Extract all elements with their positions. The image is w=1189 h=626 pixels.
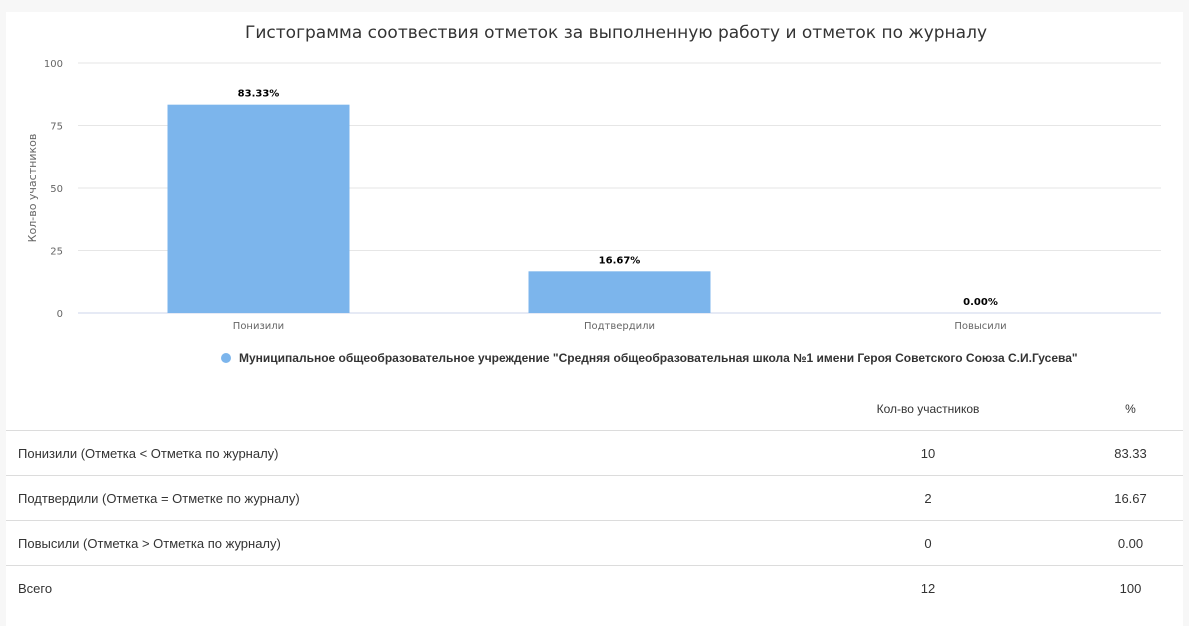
- legend-label[interactable]: Муниципальное общеобразовательное учрежд…: [239, 351, 1078, 365]
- table-total-row: Всего 12 100: [6, 566, 1183, 611]
- row-label: Повысили (Отметка > Отметка по журналу): [6, 520, 778, 566]
- row-percent: 16.67: [1078, 475, 1183, 521]
- row-label: Подтвердили (Отметка = Отметке по журнал…: [6, 475, 778, 521]
- data-label: 16.67%: [599, 255, 641, 266]
- bar[interactable]: [167, 104, 350, 313]
- data-label: 83.33%: [238, 89, 280, 100]
- y-tick-label: 25: [50, 247, 63, 258]
- total-count: 12: [920, 580, 936, 596]
- chart-title: Гистограмма соотвествия отметок за выпол…: [245, 23, 987, 43]
- x-tick-label: Подтвердили: [584, 321, 655, 332]
- x-tick-label: Понизили: [233, 321, 284, 332]
- report-panel: Гистограмма соотвествия отметок за выпол…: [6, 12, 1183, 626]
- total-percent: 100: [1119, 580, 1142, 596]
- bar-chart: Гистограмма соотвествия отметок за выпол…: [26, 23, 1161, 365]
- row-count: 10: [778, 430, 1078, 476]
- total-label: Всего: [18, 580, 53, 596]
- row-label: Понизили (Отметка < Отметка по журналу): [6, 430, 778, 476]
- table-header-label: [6, 388, 778, 431]
- row-count: 0: [778, 520, 1078, 566]
- x-tick-label: Повысили: [954, 321, 1006, 332]
- row-percent: 83.33: [1078, 430, 1183, 476]
- table-row: Подтвердили (Отметка = Отметке по журнал…: [6, 475, 1183, 521]
- y-axis-label: Кол-во участников: [26, 134, 39, 243]
- y-tick-label: 0: [57, 309, 63, 320]
- row-percent: 0.00: [1078, 520, 1183, 566]
- results-table: Кол-во участников % Понизили (Отметка < …: [6, 388, 1183, 610]
- row-count: 2: [778, 475, 1078, 521]
- table-header-row: Кол-во участников %: [6, 388, 1183, 431]
- table-header-percent: %: [1078, 388, 1183, 431]
- legend-marker[interactable]: [221, 353, 231, 363]
- y-tick-label: 50: [50, 184, 63, 195]
- y-tick-label: 75: [50, 122, 63, 133]
- table-row: Понизили (Отметка < Отметка по журналу) …: [6, 430, 1183, 476]
- table-row: Повысили (Отметка > Отметка по журналу) …: [6, 520, 1183, 566]
- bar[interactable]: [528, 271, 711, 313]
- table-header-count: Кол-во участников: [778, 388, 1078, 431]
- data-label: 0.00%: [963, 297, 998, 308]
- y-tick-label: 100: [44, 59, 63, 70]
